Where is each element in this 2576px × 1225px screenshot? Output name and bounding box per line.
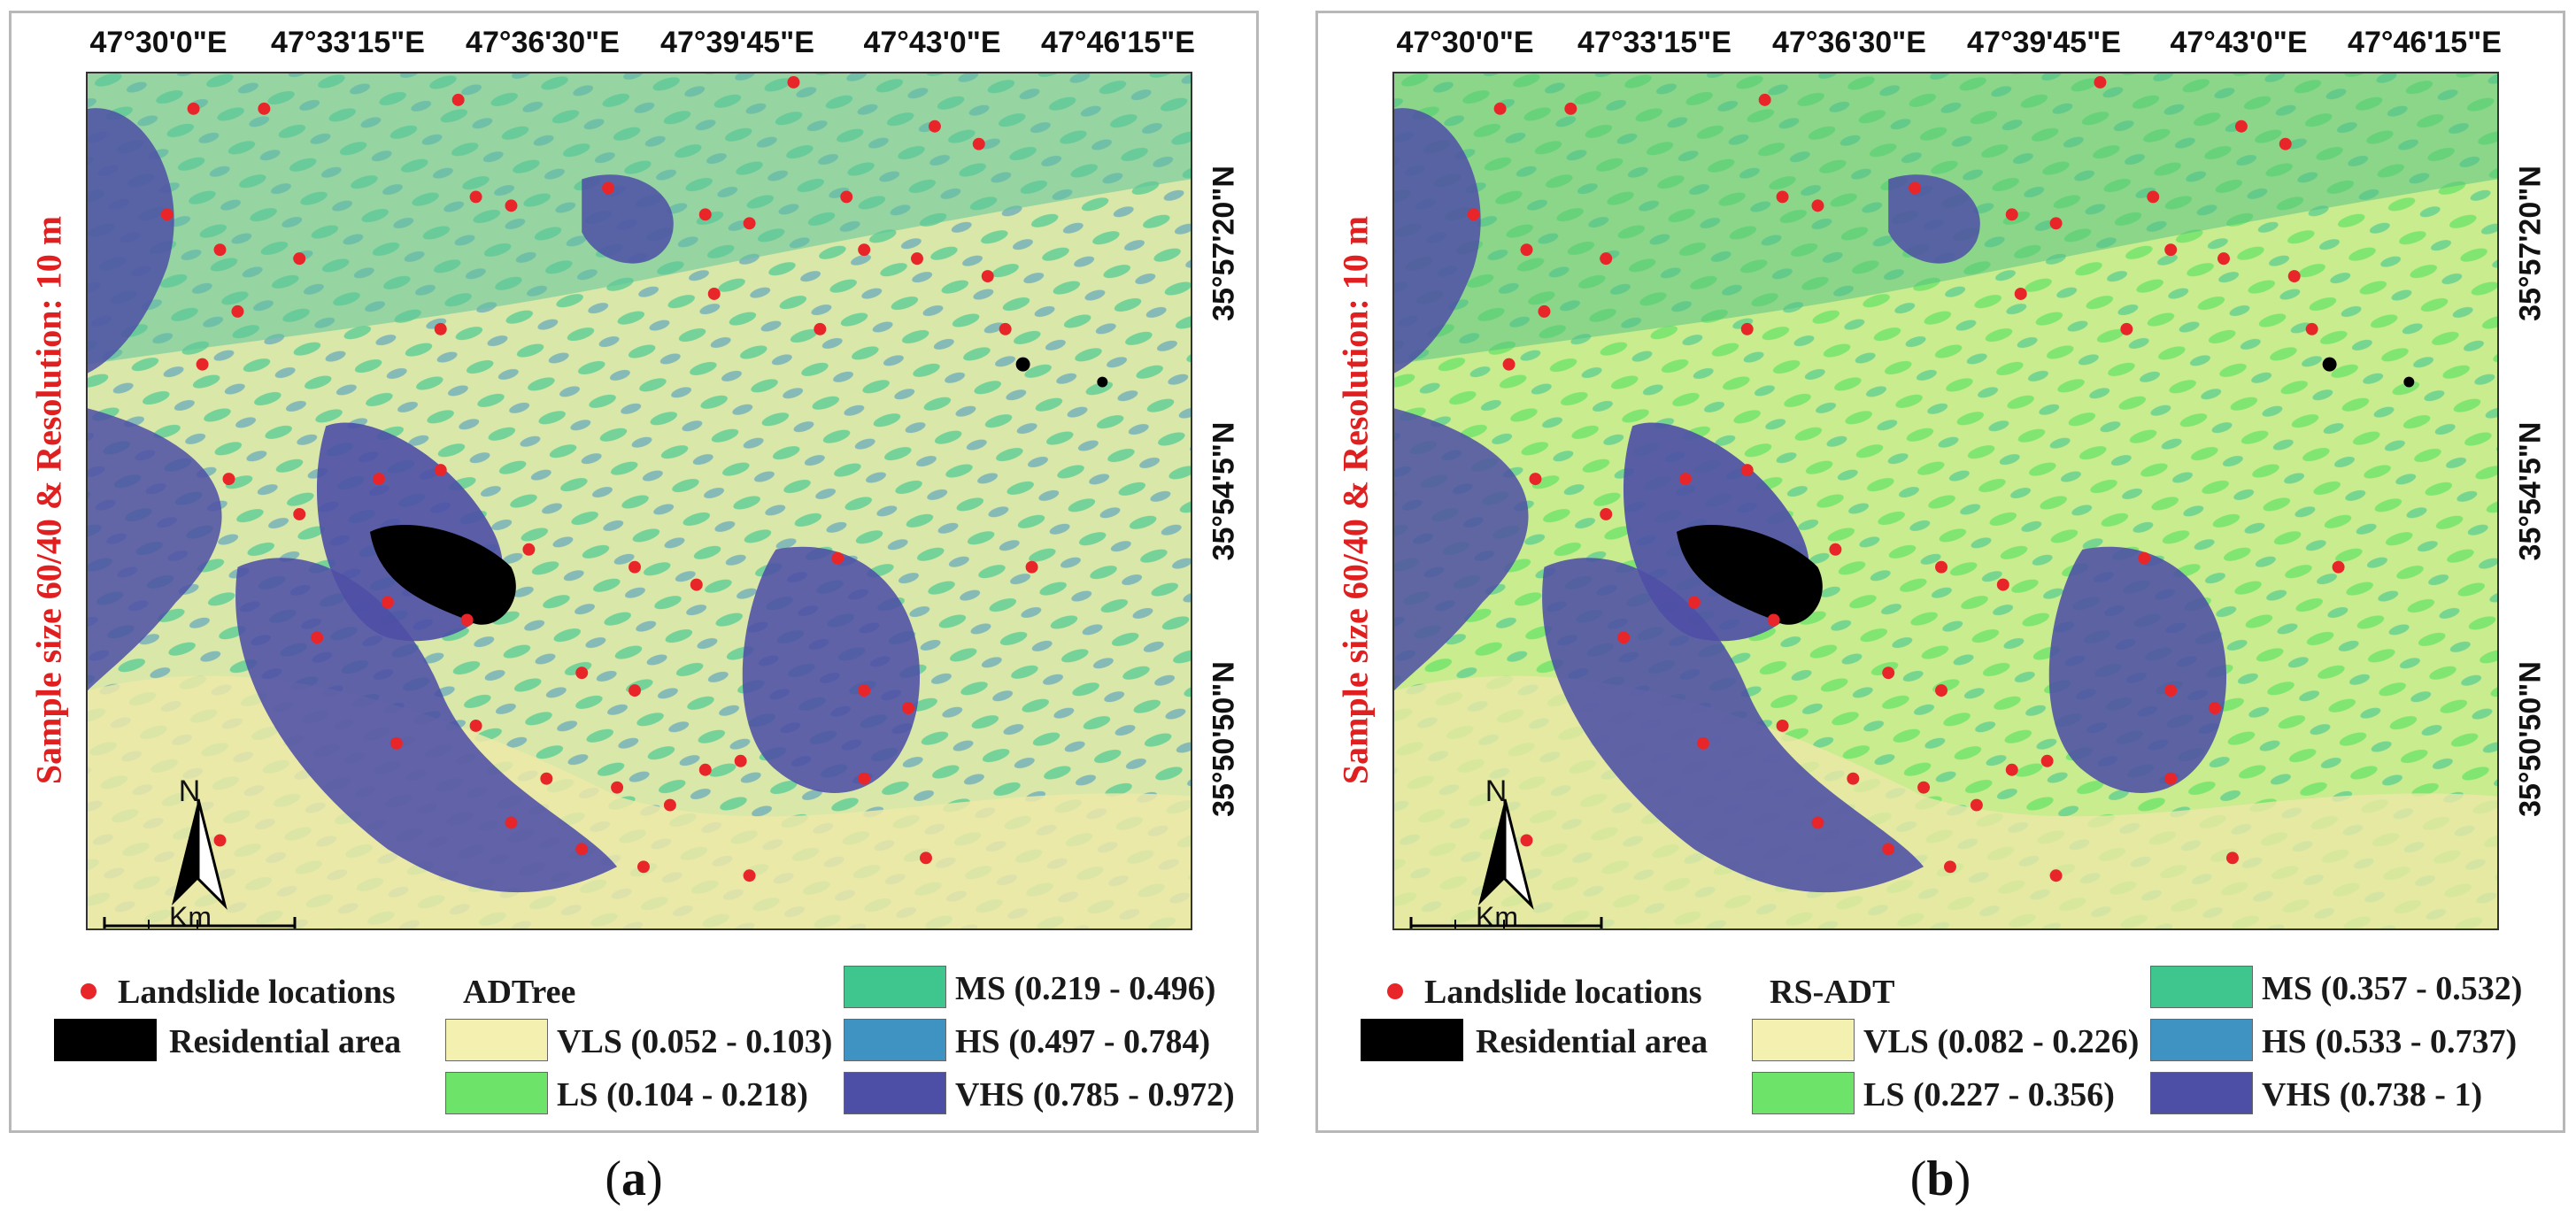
landslide-point-icon	[1387, 983, 1403, 999]
latitude-label: 35°50'50"N	[1207, 661, 1241, 817]
legend-class-vhs: VHS (0.738 - 1)	[2262, 1076, 2483, 1113]
legend-class-ls: LS (0.104 - 0.218)	[557, 1076, 808, 1113]
panel-label-a: (a)	[605, 1152, 663, 1206]
landslide-point-icon	[81, 983, 96, 999]
latitude-label: 35°57'20"N	[1207, 166, 1241, 321]
longitude-label: 47°39'45"E	[660, 26, 814, 59]
latitude-label: 35°54'5"N	[1207, 421, 1241, 561]
longitude-label: 47°36'30"E	[1772, 26, 1926, 59]
scale-unit-label: Km	[1476, 901, 1518, 930]
class-swatch-vls	[1752, 1019, 1855, 1061]
legend-landslide: Landslide locations	[118, 974, 396, 1011]
scale-bar	[1409, 917, 1603, 928]
legend-class-ms: MS (0.219 - 0.496)	[955, 970, 1216, 1007]
north-arrow-icon	[172, 798, 228, 910]
longitude-label: 47°46'15"E	[1041, 26, 1195, 59]
longitude-label: 47°39'45"E	[1967, 26, 2121, 59]
map-raster	[1394, 73, 2497, 928]
class-swatch-ls	[1752, 1072, 1855, 1114]
legend-residential: Residential area	[169, 1023, 402, 1060]
longitude-label: 47°30'0"E	[1396, 26, 1534, 59]
residential-swatch	[1361, 1019, 1463, 1061]
panel-b: 47°30'0"E 47°33'15"E 47°36'30"E 47°39'45…	[1315, 11, 2565, 1133]
north-arrow-icon	[1478, 798, 1534, 910]
longitude-label: 47°46'15"E	[2348, 26, 2502, 59]
legend-class-hs: HS (0.497 - 0.784)	[955, 1023, 1211, 1060]
scale-bar	[103, 917, 297, 928]
north-label: N	[178, 774, 201, 808]
legend-class-vls: VLS (0.082 - 0.226)	[1863, 1023, 2140, 1060]
class-swatch-vhs	[844, 1072, 946, 1114]
susceptibility-map: N Km 0 1 2 4	[1392, 72, 2499, 930]
panel-a: 47°30'0"E 47°33'15"E 47°36'30"E 47°39'45…	[9, 11, 1259, 1133]
legend-model-name: ADTree	[463, 974, 576, 1011]
latitude-label: 35°54'5"N	[2513, 421, 2548, 561]
legend-class-vls: VLS (0.052 - 0.103)	[557, 1023, 833, 1060]
class-swatch-ls	[445, 1072, 548, 1114]
legend-class-hs: HS (0.533 - 0.737)	[2262, 1023, 2518, 1060]
class-swatch-hs	[2150, 1019, 2253, 1061]
scale-unit-label: Km	[169, 901, 212, 930]
longitude-label: 47°33'15"E	[1577, 26, 1731, 59]
legend-class-ls: LS (0.227 - 0.356)	[1863, 1076, 2115, 1113]
longitude-label: 47°36'30"E	[466, 26, 620, 59]
sample-size-caption: Sample size 60/40 & Resolution: 10 m	[1335, 215, 1376, 785]
panel-label-b: (b)	[1909, 1152, 1971, 1206]
legend-model-name: RS-ADT	[1770, 974, 1895, 1011]
longitude-label: 47°43'0"E	[863, 26, 1001, 59]
susceptibility-map: N Km 0 1 2 4	[86, 72, 1192, 930]
sample-size-caption: Sample size 60/40 & Resolution: 10 m	[28, 215, 69, 785]
class-swatch-ms	[844, 966, 946, 1008]
north-label: N	[1485, 774, 1508, 808]
legend-class-ms: MS (0.357 - 0.532)	[2262, 970, 2523, 1007]
longitude-label: 47°43'0"E	[2170, 26, 2308, 59]
latitude-label: 35°50'50"N	[2513, 661, 2548, 817]
residential-swatch	[54, 1019, 157, 1061]
legend-landslide: Landslide locations	[1424, 974, 1702, 1011]
latitude-label: 35°57'20"N	[2513, 166, 2548, 321]
longitude-label: 47°30'0"E	[89, 26, 228, 59]
class-swatch-hs	[844, 1019, 946, 1061]
class-swatch-ms	[2150, 966, 2253, 1008]
legend-residential: Residential area	[1476, 1023, 1708, 1060]
class-swatch-vhs	[2150, 1072, 2253, 1114]
class-swatch-vls	[445, 1019, 548, 1061]
legend-class-vhs: VHS (0.785 - 0.972)	[955, 1076, 1235, 1113]
longitude-label: 47°33'15"E	[271, 26, 425, 59]
map-raster	[88, 73, 1191, 928]
